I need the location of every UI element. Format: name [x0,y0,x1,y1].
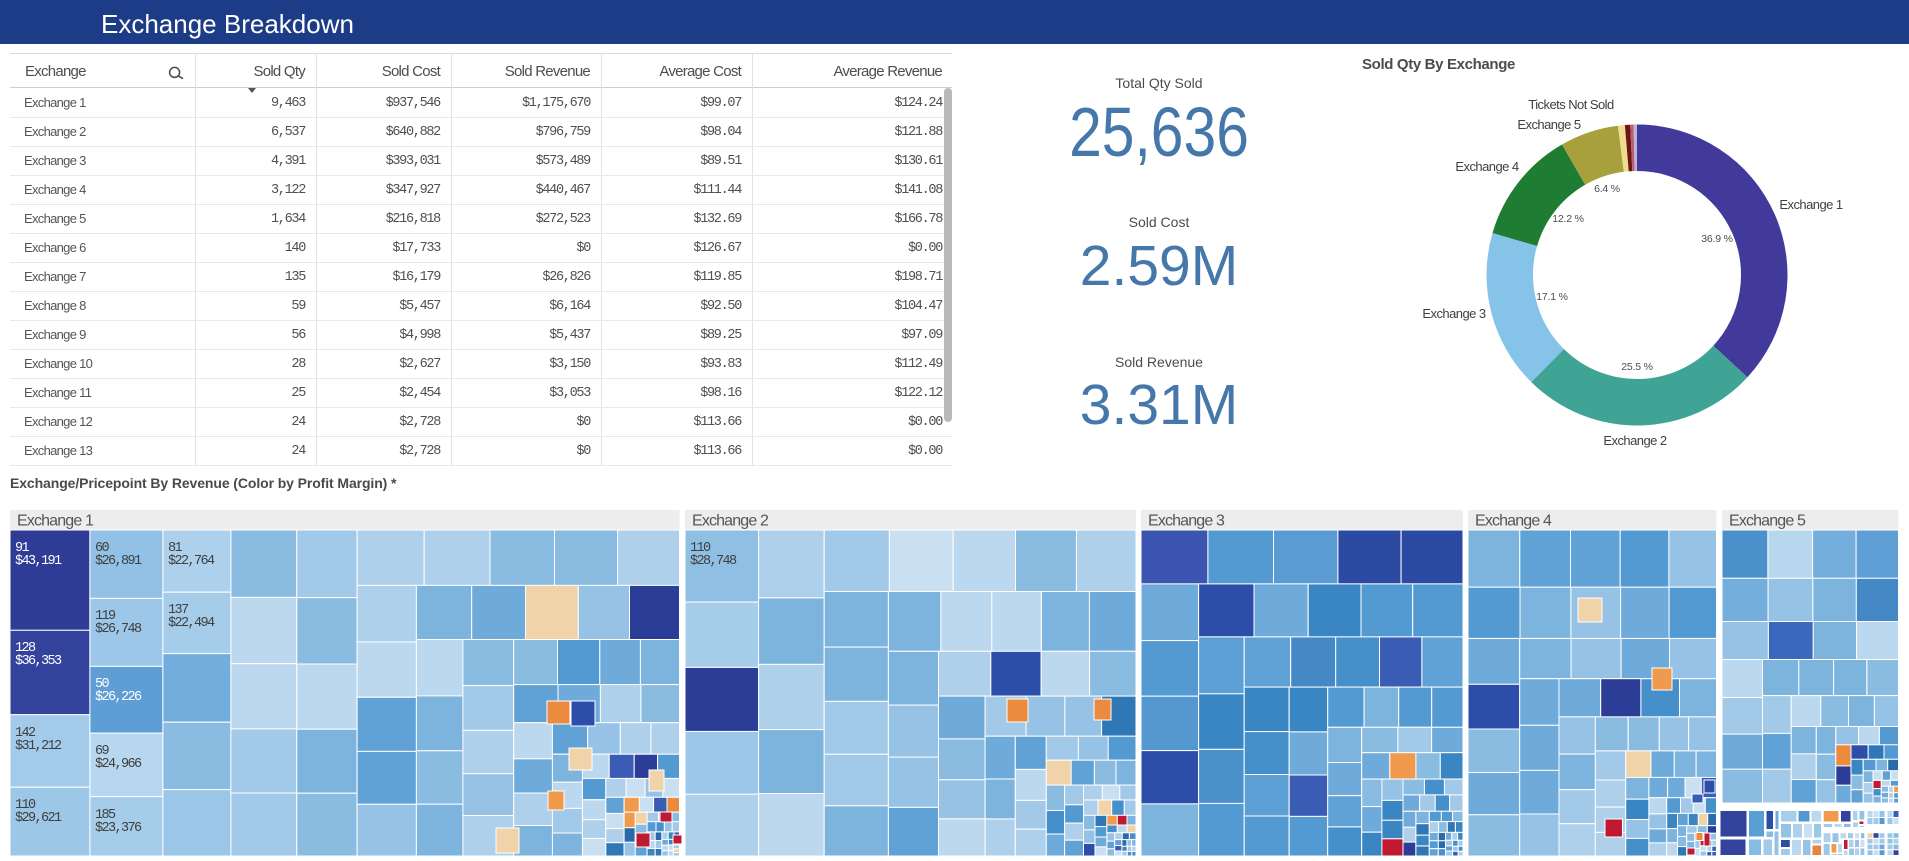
svg-text:$28,748: $28,748 [690,554,737,569]
svg-text:Exchange 5: Exchange 5 [1729,513,1806,530]
svg-text:142: 142 [15,726,36,741]
svg-text:Exchange 3: Exchange 3 [1422,306,1485,321]
svg-text:$26,891: $26,891 [95,554,142,569]
svg-text:Exchange 2: Exchange 2 [1603,433,1666,448]
svg-text:17.1 %: 17.1 % [1536,291,1568,303]
svg-text:$43,191: $43,191 [15,554,62,569]
svg-text:128: 128 [15,641,36,656]
svg-text:Exchange/Pricepoint By Revenue: Exchange/Pricepoint By Revenue (Color by… [10,475,397,491]
svg-text:25.5 %: 25.5 % [1621,361,1653,373]
svg-text:$22,764: $22,764 [168,554,215,569]
svg-text:Exchange 1: Exchange 1 [1779,197,1842,212]
svg-text:$31,212: $31,212 [15,739,62,754]
svg-text:81: 81 [168,541,183,556]
svg-text:50: 50 [95,677,110,692]
svg-text:60: 60 [95,541,110,556]
svg-text:12.2 %: 12.2 % [1552,213,1584,225]
svg-text:Exchange 2: Exchange 2 [692,513,769,530]
svg-text:36.9 %: 36.9 % [1701,233,1733,245]
svg-text:Exchange 4: Exchange 4 [1475,513,1552,530]
svg-text:137: 137 [168,603,189,618]
svg-text:110: 110 [690,541,711,556]
svg-text:$36,353: $36,353 [15,654,62,669]
svg-text:$22,494: $22,494 [168,616,215,631]
svg-text:91: 91 [15,541,30,556]
svg-text:$24,966: $24,966 [95,757,142,772]
svg-text:Exchange 1: Exchange 1 [17,513,94,530]
svg-text:$26,748: $26,748 [95,622,142,637]
svg-text:69: 69 [95,744,110,759]
svg-text:Exchange 3: Exchange 3 [1148,513,1225,530]
svg-text:$29,621: $29,621 [15,811,62,826]
svg-text:Tickets Not Sold: Tickets Not Sold [1528,97,1614,112]
svg-text:$26,226: $26,226 [95,690,142,705]
svg-text:6.4 %: 6.4 % [1594,183,1620,195]
svg-text:$23,376: $23,376 [95,821,142,836]
svg-text:110: 110 [15,798,36,813]
svg-text:Exchange 4: Exchange 4 [1455,159,1518,174]
svg-text:185: 185 [95,808,116,823]
svg-text:Sold Qty By Exchange: Sold Qty By Exchange [1362,56,1515,73]
svg-text:Exchange 5: Exchange 5 [1517,117,1580,132]
svg-text:119: 119 [95,609,116,624]
